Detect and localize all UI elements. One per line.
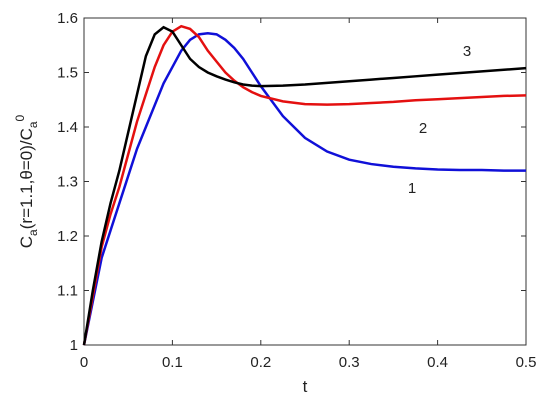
y-axis-label-part: 0 — [13, 114, 27, 121]
x-tick-label: 0.4 — [427, 354, 448, 371]
y-tick-label: 1 — [70, 337, 78, 354]
x-tick-label: 0.2 — [250, 354, 271, 371]
x-tick-label: 0.3 — [339, 354, 360, 371]
y-tick-label: 1.5 — [57, 65, 78, 82]
line — [82, 32, 526, 346]
x-tick-label: 0.1 — [162, 354, 183, 371]
x-tick-label: 0.5 — [516, 354, 537, 371]
x-axis-label: t — [303, 377, 308, 396]
y-axis-label-part: a — [26, 229, 40, 236]
y-axis-label-part: C — [17, 236, 36, 248]
y-tick-label: 1.4 — [57, 119, 78, 136]
y-tick-label: 1.6 — [57, 10, 78, 27]
series-label: 1 — [408, 180, 416, 197]
y-tick-label: 1.3 — [57, 174, 78, 191]
series-label: 3 — [463, 43, 471, 60]
series-label: 2 — [419, 120, 427, 137]
plot-frame — [83, 17, 527, 346]
y-tick-label: 1.1 — [57, 283, 78, 300]
line — [82, 24, 527, 346]
line — [82, 25, 527, 346]
y-axis-label-part: a — [26, 121, 40, 128]
x-tick-label: 0 — [80, 354, 88, 371]
y-axis-label: Ca(r=1.1,θ=0)/Ca0 — [13, 114, 40, 248]
y-axis-label-part: (r=1.1,θ=0)/C — [17, 128, 36, 229]
y-tick-label: 1.2 — [57, 228, 78, 245]
